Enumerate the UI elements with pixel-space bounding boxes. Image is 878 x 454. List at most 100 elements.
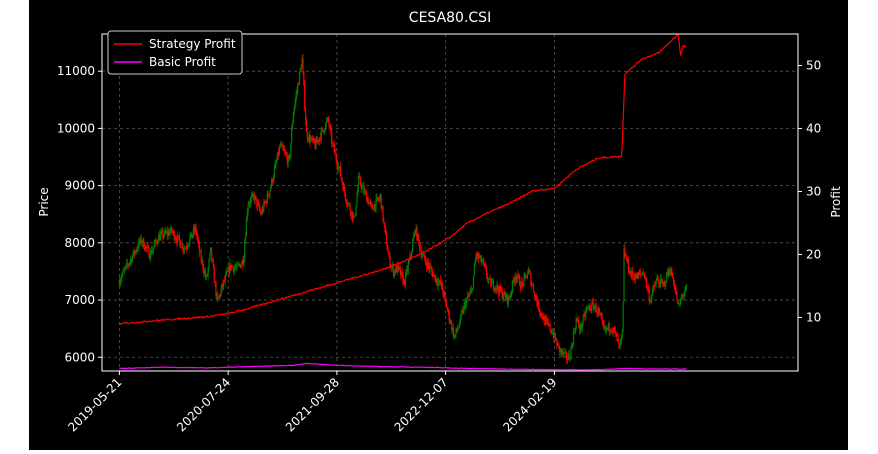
candle-body — [502, 297, 504, 299]
candle-body — [173, 231, 175, 240]
candle-body — [623, 248, 625, 302]
candle-body — [673, 284, 676, 289]
candle-body — [269, 190, 271, 196]
candle-body — [326, 118, 328, 122]
candle-body — [248, 203, 250, 205]
y-right-tick-label: 30 — [806, 184, 821, 198]
candle-body — [191, 232, 193, 238]
candle-body — [539, 312, 542, 315]
candle-body — [666, 272, 669, 276]
candle-body — [164, 230, 167, 233]
candle-body — [376, 197, 378, 199]
candle-body — [480, 255, 482, 263]
candle-body — [572, 331, 575, 345]
candle-body — [381, 206, 383, 209]
candle-body — [652, 286, 655, 289]
candle-body — [471, 289, 473, 291]
candle-body — [403, 279, 405, 284]
candle-body — [122, 270, 124, 275]
candle-body — [602, 320, 604, 325]
candle-body — [663, 281, 665, 284]
candle-body — [276, 159, 278, 163]
candle-body — [411, 242, 414, 252]
candle-body — [655, 280, 657, 285]
candle-body — [196, 232, 198, 237]
candle-body — [425, 259, 427, 263]
candle-body — [609, 330, 611, 332]
candle-body — [547, 321, 549, 326]
candle-body — [378, 199, 380, 201]
candle-body — [642, 272, 644, 274]
candle-body — [514, 276, 516, 282]
candle-body — [443, 292, 445, 296]
candle-body — [195, 226, 197, 233]
candle-body — [671, 269, 673, 277]
candle-body — [594, 304, 596, 308]
candle-body — [659, 283, 661, 287]
candle-body — [282, 144, 284, 149]
candle-body — [369, 202, 371, 203]
candle-body — [200, 251, 202, 261]
candle-body — [392, 266, 395, 276]
candle-body — [544, 316, 546, 325]
candle-body — [390, 266, 392, 268]
candle-body — [162, 231, 164, 238]
candle-body — [562, 350, 564, 355]
candle-body — [158, 235, 161, 241]
candle-body — [448, 310, 450, 321]
candle-body — [435, 278, 437, 282]
candle-body — [486, 276, 489, 280]
candle-body — [551, 331, 553, 334]
candle-body — [206, 274, 208, 277]
candle-body — [436, 278, 438, 283]
legend-label-basic: Basic Profit — [149, 55, 216, 69]
candle-body — [586, 306, 589, 309]
candle-body — [452, 327, 454, 331]
candle-body — [557, 343, 559, 347]
candle-body — [161, 231, 163, 233]
candle-body — [223, 279, 225, 287]
candle-body — [259, 210, 261, 213]
candle-body — [365, 190, 367, 193]
candle-body — [232, 266, 234, 272]
candle-body — [479, 255, 482, 258]
candle-body — [354, 215, 356, 216]
candle-body — [520, 281, 522, 289]
y-axis-right-ticks: 10 20 30 40 50 — [798, 58, 821, 324]
candle-body — [488, 278, 490, 280]
candle-body — [263, 201, 265, 211]
candle-body — [458, 326, 460, 329]
candle-body — [395, 266, 397, 273]
candle-body — [538, 300, 540, 311]
candle-body — [304, 108, 307, 122]
candle-body — [191, 234, 194, 238]
candle-body — [190, 232, 192, 238]
candle-body — [618, 339, 620, 344]
candle-body — [513, 280, 515, 282]
candle-body — [330, 126, 332, 131]
candle-body — [526, 274, 529, 278]
candle-body — [550, 330, 552, 332]
candle-body — [648, 290, 650, 301]
candle-body — [229, 263, 231, 274]
candle-body — [473, 265, 475, 276]
candle-body — [256, 198, 258, 207]
y-left-tick-label: 8000 — [64, 236, 95, 250]
candle-body — [334, 152, 336, 154]
candle-body — [340, 175, 342, 179]
candle-body — [472, 288, 474, 290]
candle-body — [539, 310, 541, 313]
candle-body — [246, 211, 248, 219]
candle-body — [604, 327, 606, 329]
candle-body — [222, 283, 224, 287]
candle-body — [137, 248, 139, 250]
candle-body — [362, 186, 364, 187]
candle-body — [588, 306, 590, 308]
candle-body — [578, 320, 580, 327]
candle-body — [185, 247, 187, 249]
candle-body — [124, 268, 126, 270]
candle-body — [123, 269, 125, 271]
candle-body — [378, 197, 381, 200]
candle-body — [478, 253, 480, 259]
candle-body — [438, 281, 440, 286]
